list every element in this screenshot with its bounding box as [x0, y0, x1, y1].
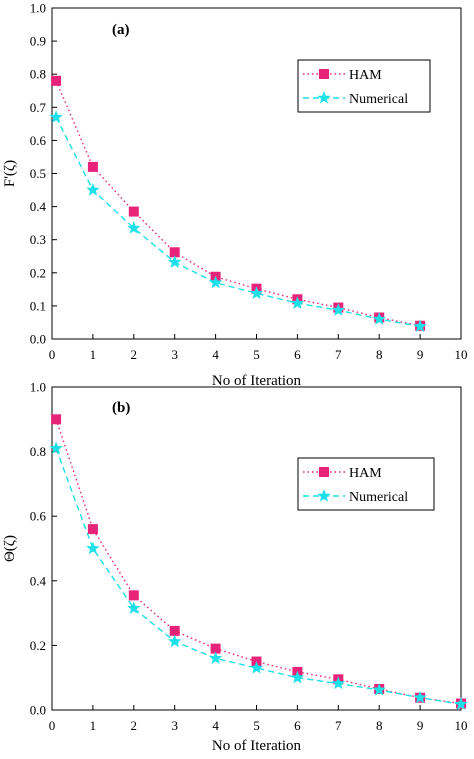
y-tick-label: 0.8 [30, 67, 46, 82]
data-point [413, 690, 427, 704]
data-point [372, 312, 386, 325]
chart-panel-2: 0 1 2 3 4 5 6 7 8 9 10 0.0 0.2 0.4 0.6 0.8 1.0 No of Iter… [2, 380, 468, 754]
legend: HAM Numerical [297, 457, 435, 511]
data-point [168, 634, 182, 648]
y-tick-label: 0.0 [30, 332, 46, 347]
data-point [372, 682, 386, 696]
series-line [55, 448, 462, 705]
x-tick-label: 6 [294, 718, 301, 733]
legend-marker [317, 489, 331, 502]
x-tick-label: 3 [171, 347, 178, 362]
data-point [249, 661, 264, 674]
x-tick-label: 2 [131, 718, 138, 733]
y-tick-label: 0.8 [30, 444, 46, 459]
data-point [49, 441, 63, 455]
y-tick-label: 0.6 [30, 133, 47, 148]
series-line [55, 419, 462, 705]
x-tick-label: 4 [212, 347, 219, 362]
data-point [331, 303, 345, 316]
x-tick-label: 1 [90, 347, 97, 362]
data-point [290, 296, 305, 309]
data-point [127, 601, 141, 614]
legend-marker [319, 467, 329, 477]
x-axis-title: No of Iteration [212, 373, 302, 389]
y-tick-label: 0.4 [30, 573, 47, 588]
x-tick-label: 9 [417, 347, 424, 362]
chart-panel-1: 0 1 2 3 4 5 6 7 8 9 10 0.0 0.1 0.2 0.3 0.4 0.5 0.6 0.7 0.8 0… [2, 1, 468, 390]
data-point [249, 286, 264, 299]
legend-label: HAM [349, 466, 382, 481]
data-point [127, 221, 141, 234]
y-tick-label: 0.6 [30, 509, 47, 524]
legend-box [297, 457, 435, 511]
legend-label: Numerical [349, 490, 408, 505]
y-tick-label: 0.7 [30, 100, 47, 115]
data-point [331, 676, 345, 690]
data-point [413, 319, 427, 333]
x-tick-label: 0 [49, 347, 56, 362]
data-point [454, 697, 468, 710]
series-line [55, 116, 421, 328]
y-tick-label: 1.0 [30, 1, 46, 16]
x-tick-label: 1 [90, 718, 97, 733]
data-point [51, 414, 62, 425]
data-point [87, 161, 98, 172]
x-tick-label: 4 [212, 718, 219, 733]
data-point [86, 541, 100, 555]
y-axis-title: Θ(ζ) [2, 535, 18, 562]
legend-label: HAM [349, 68, 382, 83]
series-numerical [49, 441, 468, 710]
panel-label: (a) [112, 22, 130, 38]
y-axis-title: F'(ζ) [2, 160, 18, 187]
x-tick-label: 7 [335, 347, 342, 362]
y-tick-label: 1.0 [30, 380, 46, 395]
data-point [208, 651, 223, 664]
x-tick-label: 6 [294, 347, 301, 362]
data-point [208, 275, 223, 289]
y-tick-label: 0.0 [30, 703, 46, 718]
x-axis-title: No of Iteration [212, 738, 302, 754]
legend-label: Numerical [349, 92, 408, 107]
y-tick-label: 0.3 [30, 232, 46, 247]
x-tick-label: 5 [253, 347, 260, 362]
x-tick-label: 7 [335, 718, 342, 733]
x-tick-label: 10 [455, 347, 468, 362]
legend-marker [317, 91, 331, 104]
data-point [210, 643, 221, 654]
data-point [128, 206, 139, 217]
data-point [168, 255, 182, 268]
x-tick-label: 0 [49, 718, 56, 733]
legend: HAM Numerical [297, 59, 431, 113]
data-point [169, 625, 180, 636]
x-tick-label: 10 [455, 718, 468, 733]
series-line [55, 80, 421, 327]
x-tick-label: 2 [131, 347, 138, 362]
data-point [290, 670, 305, 684]
x-tick-label: 5 [253, 718, 260, 733]
y-tick-label: 0.2 [30, 265, 46, 280]
data-point [87, 524, 98, 535]
panel-label: (b) [112, 400, 130, 416]
y-tick-label: 0.1 [30, 298, 46, 313]
x-tick-label: 9 [417, 718, 424, 733]
y-tick-label: 0.9 [30, 34, 46, 49]
legend-marker [319, 69, 329, 79]
data-point [128, 590, 139, 601]
y-tick-label: 0.4 [30, 199, 47, 214]
x-tick-label: 8 [376, 347, 383, 362]
series-numerical [49, 110, 427, 333]
data-point [49, 110, 63, 123]
data-point [86, 183, 100, 196]
y-tick-label: 0.2 [30, 638, 46, 653]
data-point [51, 75, 62, 86]
data-point [169, 247, 180, 258]
y-tick-label: 0.5 [30, 166, 46, 181]
x-tick-label: 3 [171, 718, 178, 733]
x-tick-label: 8 [376, 718, 383, 733]
